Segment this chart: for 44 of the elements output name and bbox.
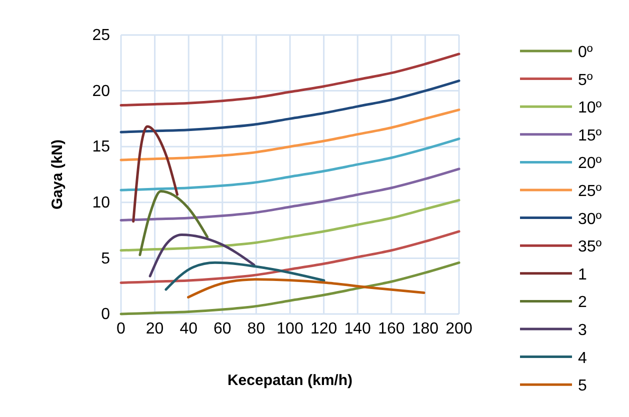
legend-label: 10º — [578, 100, 602, 117]
y-tick-label: 20 — [92, 82, 110, 100]
x-tick-label: 20 — [146, 320, 164, 338]
line-series — [132, 125, 179, 223]
x-tick-label: 120 — [310, 320, 338, 338]
legend-label: 35º — [578, 238, 602, 256]
line-series — [120, 168, 460, 222]
line-series — [187, 278, 426, 299]
legend-label: 5 — [578, 378, 587, 395]
y-tick-label: 10 — [92, 194, 110, 212]
legend-label: 3 — [578, 322, 587, 339]
line-series — [148, 234, 256, 278]
legend-label: 4 — [578, 350, 587, 367]
line-series — [120, 80, 460, 134]
y-tick-label: 5 — [101, 250, 110, 268]
x-tick-label: 180 — [412, 320, 439, 338]
legend-label: 20º — [578, 155, 602, 172]
x-axis-title: Kecepatan (km/h) — [227, 372, 353, 389]
x-tick-label: 0 — [116, 320, 126, 338]
y-tick-label: 0 — [101, 306, 110, 324]
x-tick-label: 60 — [214, 320, 232, 338]
line-series — [120, 108, 460, 162]
legend-label: 0º — [578, 44, 593, 61]
legend-label: 1 — [578, 266, 587, 284]
y-axis-title: Gaya (kN) — [49, 139, 66, 210]
y-tick-label: 25 — [92, 27, 110, 44]
legend-label: 5º — [578, 72, 593, 89]
legend-label: 15º — [578, 127, 602, 144]
line-series — [120, 230, 460, 284]
x-tick-label: 200 — [446, 320, 472, 338]
x-tick-label: 100 — [276, 320, 304, 338]
y-tick-label: 15 — [92, 138, 110, 156]
x-tick-label: 80 — [247, 320, 266, 338]
line-series — [164, 261, 326, 291]
x-tick-label: 140 — [344, 320, 372, 338]
legend-label: 2 — [578, 294, 587, 312]
line-series — [120, 138, 460, 192]
line-series — [120, 52, 460, 107]
line-series — [120, 198, 460, 252]
x-tick-label: 160 — [378, 320, 405, 338]
legend-label: 30º — [578, 210, 602, 228]
legend-label: 25º — [578, 183, 602, 200]
x-tick-label: 40 — [180, 320, 198, 338]
line-series — [138, 190, 209, 256]
